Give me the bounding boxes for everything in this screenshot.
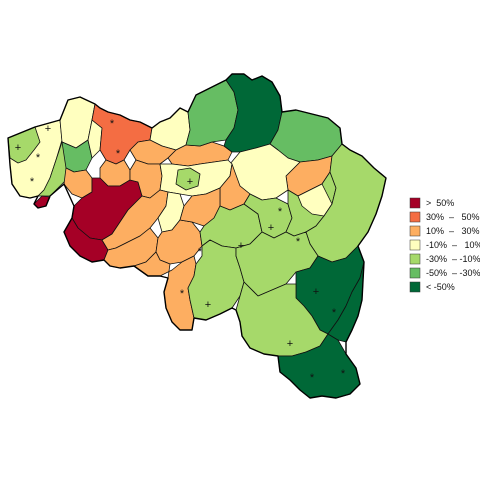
marker-plus: +: [187, 176, 193, 188]
marker-star: *: [332, 307, 337, 319]
legend-swatch: [409, 239, 421, 251]
marker-star: *: [278, 206, 283, 218]
marker-star: *: [310, 372, 315, 384]
marker-star: *: [116, 148, 121, 160]
marker-star: *: [30, 176, 35, 188]
belgium-border: [7, 73, 387, 399]
legend-swatch: [409, 211, 421, 223]
legend-label: 30% – 50%: [426, 212, 480, 222]
marker-star: *: [296, 236, 301, 248]
marker-plus: +: [45, 123, 51, 135]
legend-label: -50% – -30%: [426, 268, 480, 278]
legend-label: 10% – 30%: [426, 226, 480, 236]
marker-star: *: [341, 368, 346, 380]
marker-plus: +: [15, 142, 21, 154]
legend-swatch: [409, 197, 421, 209]
legend-swatch: [409, 225, 421, 237]
marker-plus: +: [287, 338, 293, 350]
legend-label: -10% – 10%: [426, 240, 480, 250]
marker-plus: +: [313, 286, 319, 298]
marker-plus: +: [238, 240, 244, 252]
marker-star: *: [36, 152, 41, 164]
map-legend: > 50% 30% – 50% 10% – 30% -10% – 10% -30…: [409, 197, 480, 293]
legend-swatch: [409, 267, 421, 279]
region-veurne-coast: [7, 126, 41, 164]
marker-star: *: [110, 118, 115, 130]
legend-swatch: [409, 281, 421, 293]
marker-star: *: [180, 288, 185, 300]
significance-markers: + + * * * * + * * + + * + * + + * * *: [15, 118, 346, 384]
region-brussels: [175, 167, 201, 191]
legend-label: -30% – -10%: [426, 254, 480, 264]
legend-swatch: [409, 253, 421, 265]
map-regions: [7, 73, 387, 399]
marker-star: *: [198, 246, 203, 258]
marker-plus: +: [205, 299, 211, 311]
legend-label: > 50%: [426, 198, 454, 208]
marker-plus: +: [268, 222, 274, 234]
legend-label: < -50%: [426, 282, 455, 292]
